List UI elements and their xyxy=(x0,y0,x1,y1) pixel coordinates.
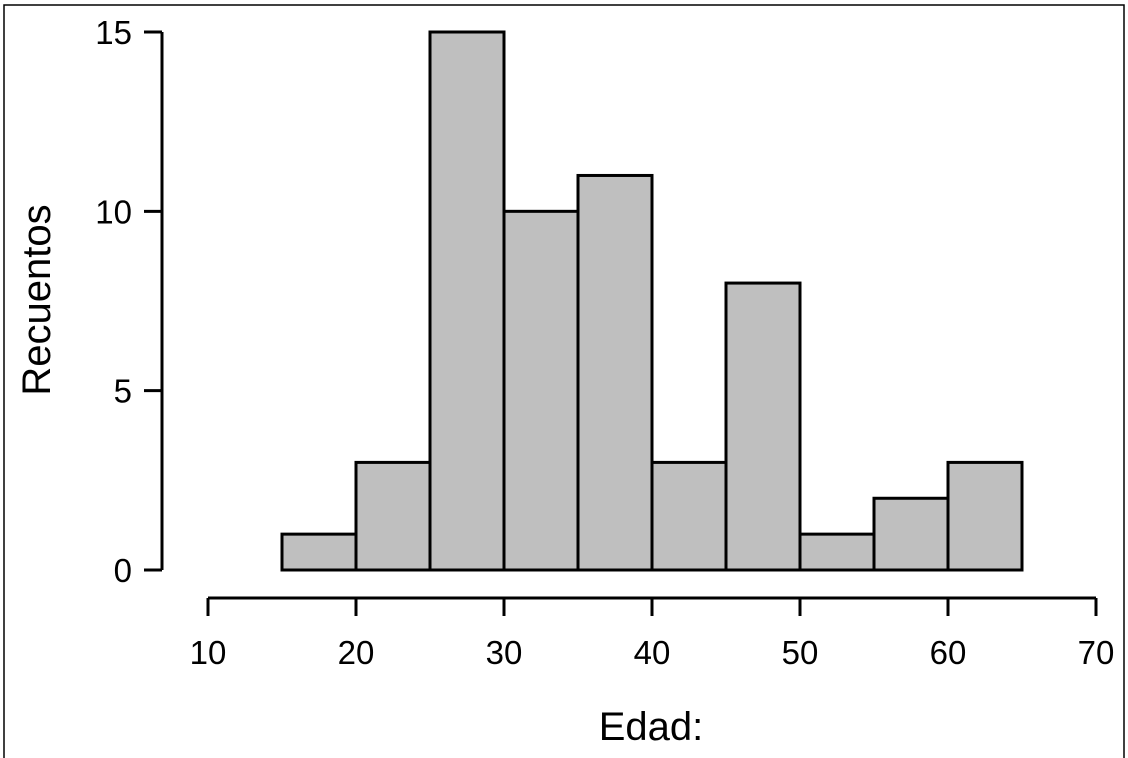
x-tick-label-30: 30 xyxy=(486,634,523,671)
bar-15-20 xyxy=(280,532,358,572)
bar-30-35 xyxy=(502,209,580,572)
x-tick-label-60: 60 xyxy=(930,634,967,671)
y-tick-label-15: 15 xyxy=(95,14,132,51)
bar-45-50 xyxy=(724,281,802,572)
y-tick-label-5: 5 xyxy=(114,373,132,410)
x-tick-label-50: 50 xyxy=(782,634,819,671)
x-tick-label-20: 20 xyxy=(338,634,375,671)
y-tick-label-0: 0 xyxy=(114,552,132,589)
x-tick-label-40: 40 xyxy=(634,634,671,671)
x-tick-label-70: 70 xyxy=(1078,634,1115,671)
bars-group xyxy=(280,30,1024,572)
bar-20-25 xyxy=(354,460,432,572)
bar-35-40 xyxy=(576,173,654,572)
x-axis-title: Edad: xyxy=(599,705,704,749)
plot-frame xyxy=(3,4,1125,758)
y-tick-label-10: 10 xyxy=(95,193,132,230)
bar-40-45 xyxy=(650,460,728,572)
y-axis-title: Recuentos xyxy=(15,204,59,395)
x-axis: 10 20 30 40 50 60 70 xyxy=(190,596,1115,671)
bar-55-60 xyxy=(872,496,950,572)
y-axis: 0 5 10 15 xyxy=(95,14,164,589)
bar-60-65 xyxy=(946,460,1024,572)
bar-25-30 xyxy=(428,30,506,572)
bar-50-55 xyxy=(798,532,876,572)
x-tick-label-10: 10 xyxy=(190,634,227,671)
